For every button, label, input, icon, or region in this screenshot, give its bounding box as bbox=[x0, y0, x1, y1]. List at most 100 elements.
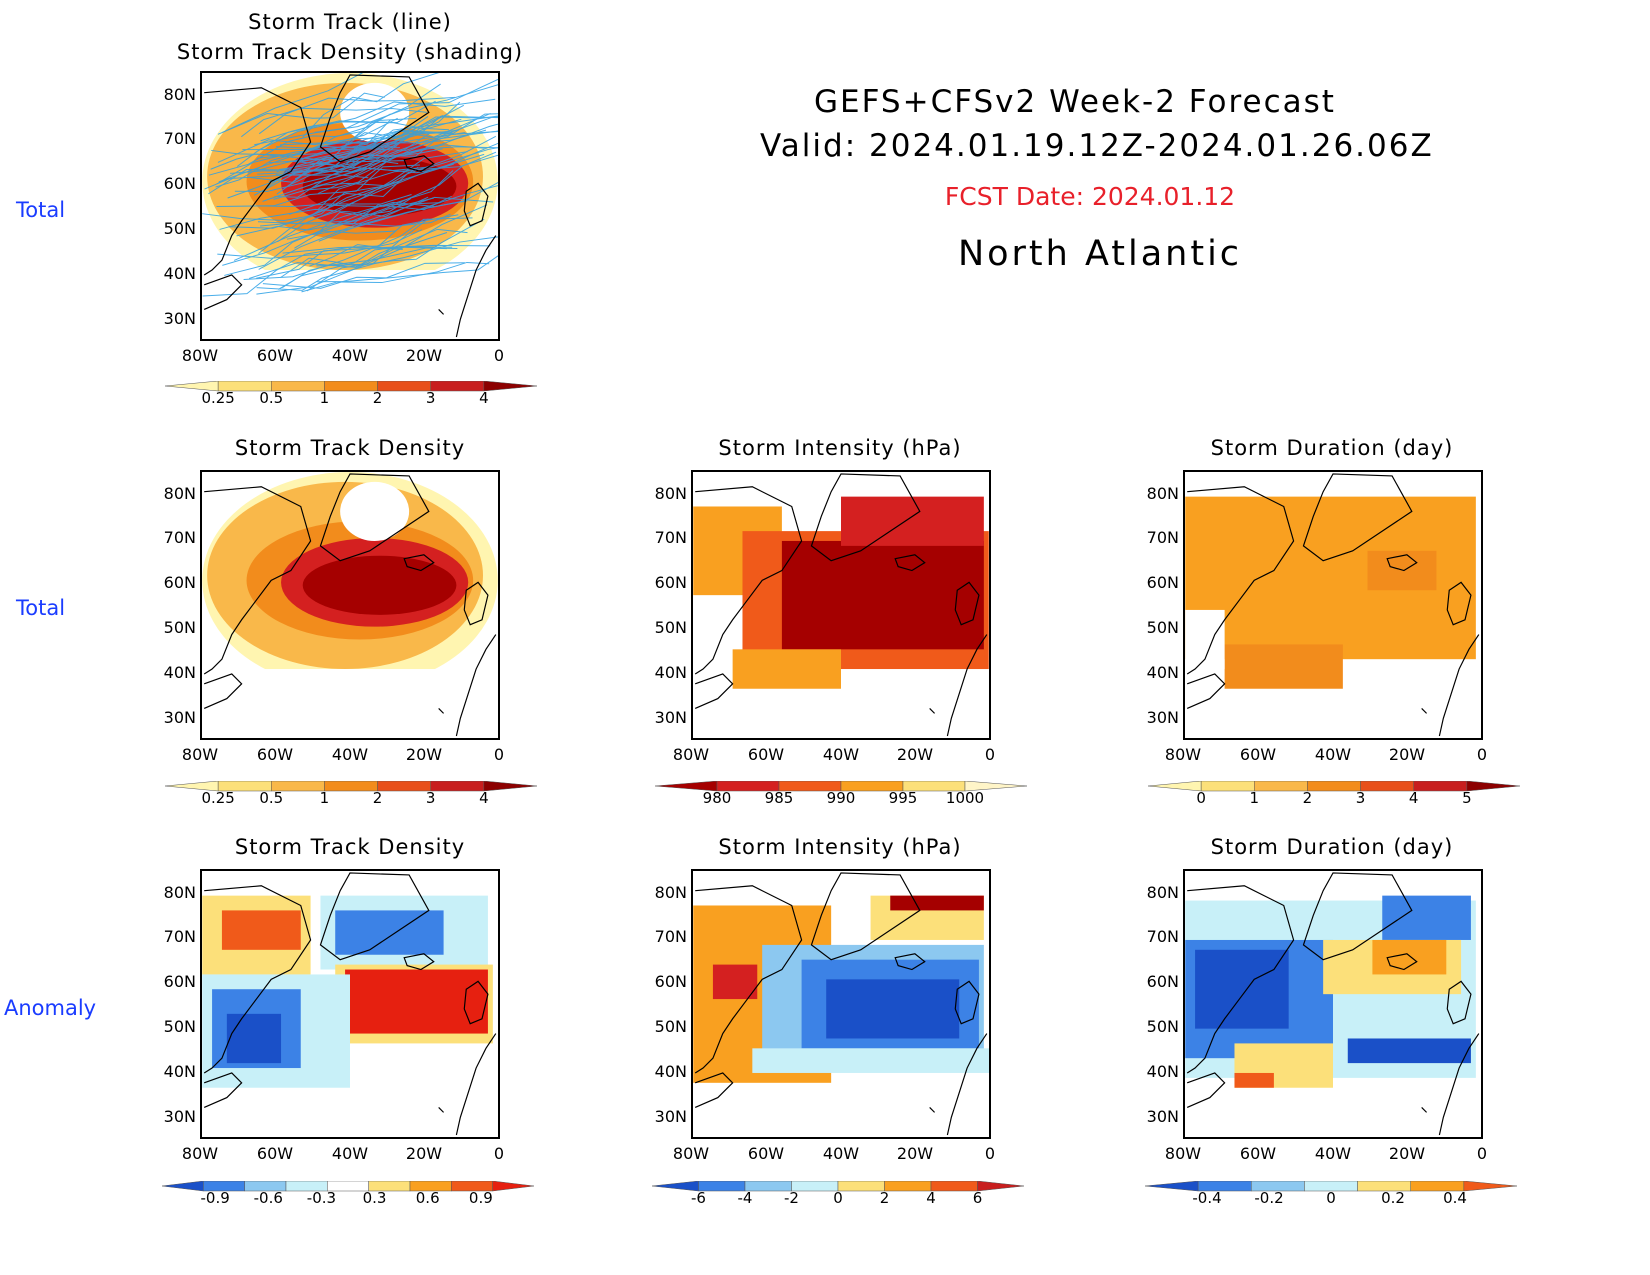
lat-tick-label: 30N bbox=[654, 708, 687, 727]
panel4-title: Storm Duration (day) bbox=[1210, 436, 1454, 460]
colorbar-tick-label: -0.9 bbox=[200, 1189, 230, 1207]
region-name: North Atlantic bbox=[957, 234, 1243, 274]
lat-tick-label: 70N bbox=[1146, 528, 1179, 547]
row-label-anomaly: Anomaly bbox=[4, 996, 97, 1020]
panel5-title: Storm Track Density bbox=[234, 835, 466, 859]
lon-tick-label: 60W bbox=[256, 1144, 294, 1163]
lat-tick-label: 80N bbox=[1146, 484, 1179, 503]
lat-tick-label: 60N bbox=[163, 972, 196, 991]
colorbar-tick-label: 0 bbox=[833, 1189, 843, 1207]
colorbar-tick-label: 0.2 bbox=[1381, 1189, 1405, 1207]
lat-tick-label: 40N bbox=[654, 663, 687, 682]
colorbar-tick-label: 0.9 bbox=[468, 1189, 493, 1207]
lat-tick-label: 80N bbox=[163, 484, 196, 503]
colorbar-tick-label: 995 bbox=[888, 789, 918, 807]
lat-tick-label: 80N bbox=[1146, 883, 1179, 902]
lat-tick-label: 50N bbox=[163, 618, 196, 637]
lon-tick-label: 20W bbox=[405, 745, 443, 764]
lat-tick-label: 50N bbox=[654, 1017, 687, 1036]
lon-tick-label: 60W bbox=[1239, 1144, 1277, 1163]
lat-tick-label: 50N bbox=[163, 219, 196, 238]
colorbar-tick-label: 1 bbox=[1249, 789, 1260, 807]
lat-tick-label: 30N bbox=[163, 708, 196, 727]
colorbar-tick-label: 0 bbox=[1326, 1189, 1336, 1207]
colorbar-tick-label: 1 bbox=[319, 389, 330, 407]
colorbar-swatch bbox=[492, 1181, 535, 1192]
lat-tick-label: 40N bbox=[163, 1062, 196, 1081]
colorbar-tick-label: 980 bbox=[702, 789, 732, 807]
lon-tick-label: 40W bbox=[1314, 1144, 1352, 1163]
lat-tick-label: 60N bbox=[654, 573, 687, 592]
colorbar-tick-label: 5 bbox=[1462, 789, 1472, 807]
forecast-date: FCST Date: 2024.01.12 bbox=[944, 182, 1236, 211]
lat-tick-label: 70N bbox=[163, 129, 196, 148]
lon-tick-label: 20W bbox=[896, 745, 934, 764]
lon-tick-label: 0 bbox=[1476, 1144, 1488, 1163]
lon-tick-label: 20W bbox=[405, 1144, 443, 1163]
colorbar-tick-label: 2 bbox=[1302, 789, 1313, 807]
map-storm-duration-total bbox=[1183, 470, 1483, 740]
lon-tick-label: 80W bbox=[181, 346, 219, 365]
colorbar-tick-label: -2 bbox=[784, 1189, 799, 1207]
panel7-title: Storm Duration (day) bbox=[1210, 835, 1454, 859]
row-label-total-1: Total bbox=[16, 198, 66, 222]
lon-tick-label: 20W bbox=[896, 1144, 934, 1163]
lon-tick-label: 40W bbox=[822, 745, 860, 764]
colorbar bbox=[1145, 1181, 1518, 1192]
colorbar-tick-label: -0.6 bbox=[253, 1189, 283, 1207]
lat-tick-label: 60N bbox=[1146, 573, 1179, 592]
colorbar-tick-label: 0.6 bbox=[415, 1189, 440, 1207]
panel1-title-line2: Storm Track Density (shading) bbox=[176, 40, 524, 64]
colorbar bbox=[165, 781, 538, 792]
colorbar-tick-label: 990 bbox=[826, 789, 856, 807]
lon-tick-label: 0 bbox=[984, 745, 996, 764]
lon-tick-label: 60W bbox=[747, 745, 785, 764]
colorbar-swatch bbox=[483, 381, 538, 392]
lon-tick-label: 80W bbox=[181, 745, 219, 764]
lat-tick-label: 60N bbox=[1146, 972, 1179, 991]
colorbar-tick-label: -4 bbox=[737, 1189, 753, 1207]
colorbar-tick-label: 3 bbox=[425, 389, 436, 407]
colorbar-tick-label: 4 bbox=[479, 389, 489, 407]
valid-period: Valid: 2024.01.19.12Z-2024.01.26.06Z bbox=[760, 128, 1434, 164]
colorbar-tick-label: 0.25 bbox=[201, 789, 235, 807]
lat-tick-label: 70N bbox=[1146, 927, 1179, 946]
colorbar-tick-label: 1 bbox=[319, 789, 330, 807]
colorbar bbox=[652, 1181, 1025, 1192]
lon-tick-label: 0 bbox=[984, 1144, 996, 1163]
colorbar-tick-label: 0.5 bbox=[259, 389, 284, 407]
map-storm-intensity-anomaly bbox=[691, 869, 991, 1139]
colorbar-tick-label: 4 bbox=[479, 789, 489, 807]
panel6-title: Storm Intensity (hPa) bbox=[718, 835, 962, 859]
colorbar-tick-label: 0.5 bbox=[259, 789, 284, 807]
lon-tick-label: 40W bbox=[331, 346, 369, 365]
lon-tick-label: 20W bbox=[1388, 745, 1426, 764]
lat-tick-label: 80N bbox=[163, 883, 196, 902]
lon-tick-label: 80W bbox=[181, 1144, 219, 1163]
lon-tick-label: 0 bbox=[493, 346, 505, 365]
lat-tick-label: 50N bbox=[1146, 618, 1179, 637]
colorbar-tick-label: 0.4 bbox=[1443, 1189, 1467, 1207]
lat-tick-label: 60N bbox=[163, 174, 196, 193]
colorbar-tick-label: 0.25 bbox=[201, 389, 235, 407]
colorbar-tick-label: -0.4 bbox=[1192, 1189, 1222, 1207]
lat-tick-label: 40N bbox=[1146, 663, 1179, 682]
lat-tick-label: 60N bbox=[163, 573, 196, 592]
lon-tick-label: 40W bbox=[1314, 745, 1352, 764]
colorbar-tick-label: 985 bbox=[764, 789, 794, 807]
lat-tick-label: 50N bbox=[1146, 1017, 1179, 1036]
lat-tick-label: 70N bbox=[654, 927, 687, 946]
lon-tick-label: 60W bbox=[747, 1144, 785, 1163]
colorbar-tick-label: 0 bbox=[1196, 789, 1206, 807]
lon-tick-label: 60W bbox=[256, 745, 294, 764]
lon-tick-label: 40W bbox=[331, 745, 369, 764]
lon-tick-label: 40W bbox=[822, 1144, 860, 1163]
forecast-title: GEFS+CFSv2 Week-2 Forecast bbox=[814, 84, 1336, 120]
lon-tick-label: 80W bbox=[1164, 745, 1202, 764]
lat-tick-label: 80N bbox=[654, 883, 687, 902]
lon-tick-label: 80W bbox=[1164, 1144, 1202, 1163]
lon-tick-label: 60W bbox=[1239, 745, 1277, 764]
colorbar bbox=[655, 781, 1028, 792]
colorbar bbox=[1148, 781, 1521, 792]
lat-tick-label: 70N bbox=[163, 927, 196, 946]
